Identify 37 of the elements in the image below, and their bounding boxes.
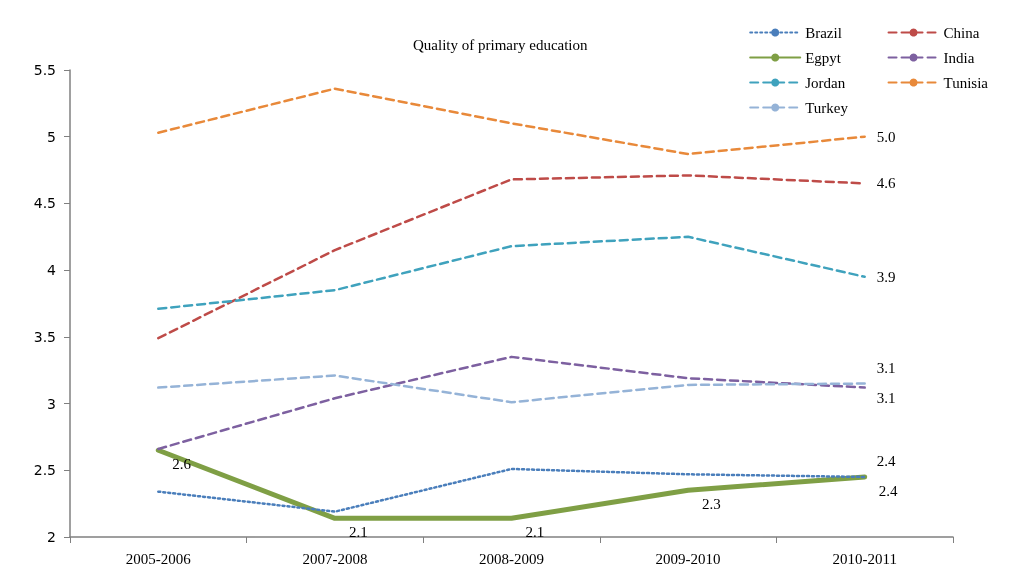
- chart-title: Quality of primary education: [413, 36, 589, 53]
- x-tick-label: 2009-2010: [655, 550, 721, 567]
- legend-label: Turkey: [805, 99, 849, 116]
- x-tick-label: 2010-2011: [832, 550, 897, 567]
- y-tick-label: 2.5: [33, 462, 56, 479]
- legend-label: Egpyt: [805, 49, 842, 66]
- line-series: [157, 467, 866, 513]
- y-tick-label: 3: [47, 395, 56, 412]
- data-label: 4.6: [876, 175, 896, 192]
- line-series: [157, 87, 866, 156]
- y-tick-label: 2: [47, 529, 56, 545]
- data-label: 2.1: [348, 524, 368, 541]
- x-tick-label: 2008-2009: [479, 550, 544, 567]
- legend-label: India: [943, 49, 975, 66]
- y-tick-label: 5: [47, 128, 56, 145]
- data-label: 3.9: [876, 268, 896, 285]
- legend-label: Jordan: [805, 74, 846, 91]
- data-label: 2.3: [702, 496, 721, 513]
- x-tick-label: 2007-2008: [302, 550, 368, 567]
- data-label: 2.6: [172, 456, 192, 473]
- line-series: [157, 374, 866, 404]
- legend-label: Brazil: [805, 24, 842, 41]
- legend-label: Tunisia: [943, 74, 989, 91]
- data-label: 5.0: [876, 128, 896, 145]
- y-tick-label: 4: [47, 262, 57, 279]
- data-label: 3.1: [876, 389, 896, 406]
- y-tick-label: 4.5: [33, 195, 56, 212]
- line-series: [157, 355, 866, 451]
- y-tick-label: 5.5: [33, 62, 56, 78]
- legend-label: China: [943, 24, 980, 41]
- data-label: 2.1: [525, 524, 545, 541]
- data-label: 2.4: [876, 452, 896, 469]
- line-series: [157, 235, 866, 311]
- data-label: 3.1: [876, 359, 896, 376]
- x-tick-label: 2005-2006: [125, 550, 192, 567]
- y-tick-label: 3.5: [33, 328, 56, 345]
- data-label: 2.4: [878, 482, 898, 499]
